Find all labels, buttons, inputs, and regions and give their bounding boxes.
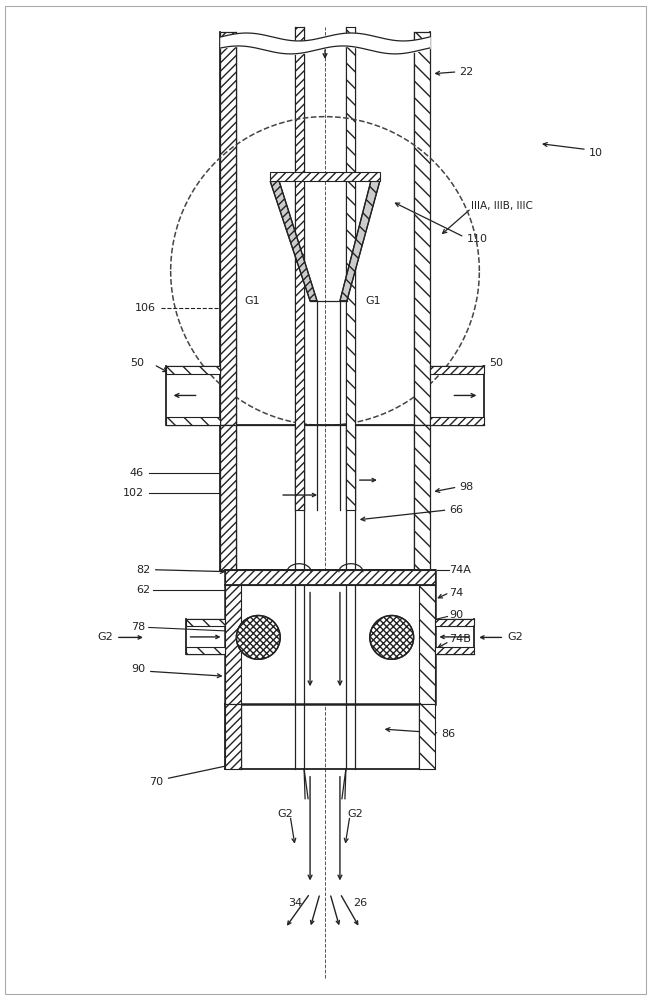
Text: G1: G1	[245, 296, 260, 306]
Text: 106: 106	[135, 303, 156, 313]
Text: 82: 82	[137, 565, 151, 575]
Bar	[434, 619, 475, 626]
Text: 78: 78	[132, 622, 146, 632]
Bar	[225, 570, 434, 704]
Bar	[419, 570, 434, 704]
Text: G2: G2	[347, 809, 363, 819]
Text: G2: G2	[277, 809, 293, 819]
Bar	[413, 425, 430, 570]
Text: 26: 26	[353, 898, 367, 908]
Text: 74B: 74B	[449, 634, 471, 644]
Polygon shape	[340, 181, 380, 301]
Bar	[270, 172, 380, 181]
Bar	[295, 27, 304, 510]
Bar	[166, 366, 221, 374]
Text: 90: 90	[449, 610, 464, 620]
Bar	[434, 647, 475, 654]
Text: 86: 86	[441, 729, 456, 739]
Text: 46: 46	[130, 468, 144, 478]
Bar	[430, 366, 484, 374]
Text: G1: G1	[365, 296, 381, 306]
Text: 70: 70	[150, 777, 163, 787]
Text: 90: 90	[132, 664, 146, 674]
Text: G1: G1	[317, 39, 333, 49]
Text: 50: 50	[130, 358, 144, 368]
Bar	[225, 704, 242, 769]
Bar	[225, 570, 242, 704]
Text: 110: 110	[466, 234, 488, 244]
Circle shape	[236, 616, 280, 659]
Text: 66: 66	[449, 505, 464, 515]
Text: 22: 22	[460, 67, 474, 77]
Bar	[413, 32, 430, 425]
Text: 74: 74	[449, 588, 464, 598]
Bar	[419, 704, 434, 769]
Bar	[346, 27, 355, 510]
Bar	[430, 417, 484, 425]
Text: 10: 10	[589, 148, 603, 158]
Text: 50: 50	[490, 358, 503, 368]
Text: 62: 62	[137, 585, 151, 595]
Bar	[166, 417, 221, 425]
Bar	[221, 32, 236, 425]
Text: 74A: 74A	[449, 565, 471, 575]
Text: 34: 34	[288, 898, 302, 908]
Bar	[186, 647, 225, 654]
Text: 98: 98	[460, 482, 474, 492]
Text: G2: G2	[97, 632, 113, 642]
Bar	[225, 570, 434, 585]
Text: 102: 102	[122, 488, 144, 498]
Text: G2: G2	[507, 632, 523, 642]
Bar	[186, 619, 225, 626]
Circle shape	[370, 616, 413, 659]
Bar	[221, 425, 236, 570]
Polygon shape	[270, 181, 317, 301]
Text: IIIA, IIIB, IIIC: IIIA, IIIB, IIIC	[471, 201, 533, 211]
